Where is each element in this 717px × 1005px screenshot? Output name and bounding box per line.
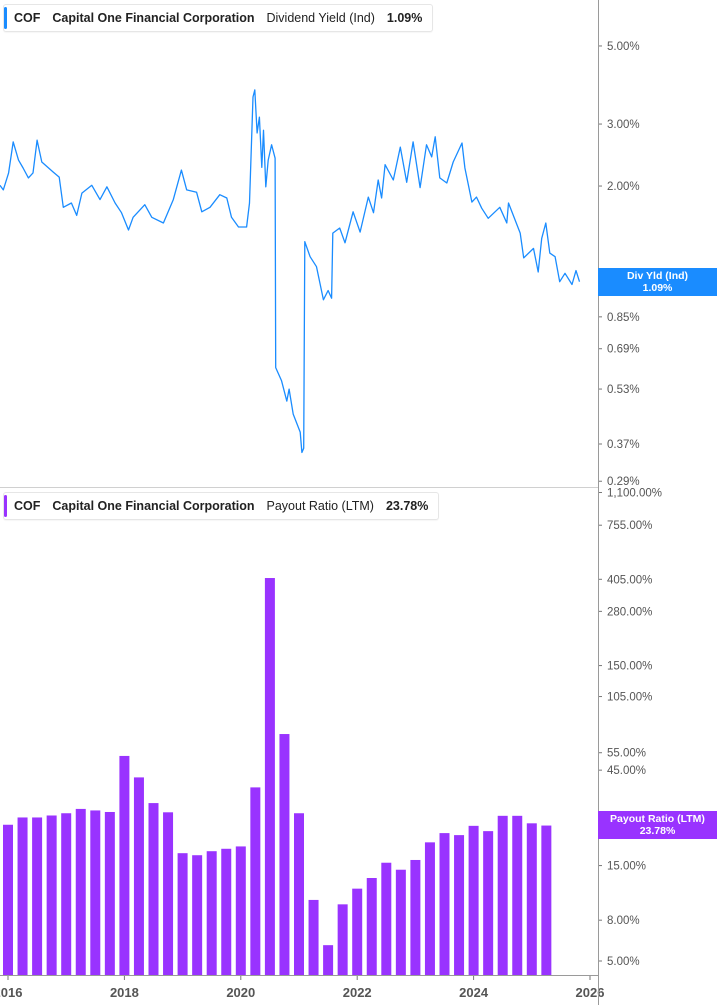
tag-label: Div Yld (Ind) [626, 270, 689, 282]
y-tick-label: 45.00% [607, 765, 646, 777]
payout-bar [104, 811, 115, 975]
y-tick-label: 105.00% [607, 692, 652, 704]
y-tick-label: 5.00% [607, 956, 640, 968]
payout-bar [410, 859, 421, 975]
payout-bar [395, 869, 406, 975]
payout-bar [75, 808, 86, 975]
bottom-legend[interactable]: COF Capital One Financial Corporation Pa… [3, 492, 440, 520]
y-tick-label: 15.00% [607, 861, 646, 873]
payout-bar [32, 817, 43, 975]
payout-bar [250, 787, 261, 975]
payout-bar [163, 812, 174, 975]
payout-bar [454, 835, 465, 975]
payout-bar [337, 904, 348, 975]
tag-label: Payout Ratio (LTM) [610, 813, 705, 825]
payout-ratio-price-tag: Payout Ratio (LTM) 23.78% [598, 811, 717, 839]
legend-ticker: COF [14, 499, 41, 513]
legend-value: 23.78% [385, 499, 429, 513]
payout-bar [148, 803, 159, 975]
payout-bar [61, 813, 72, 975]
y-tick-label: 755.00% [607, 520, 652, 532]
y-tick-label: 2.00% [607, 181, 640, 193]
payout-bar [17, 817, 28, 975]
y-tick-label: 150.00% [607, 661, 652, 673]
payout-bar [323, 945, 334, 975]
payout-bar [526, 823, 537, 975]
payout-bar [133, 777, 144, 975]
x-tick-label: 2016 [0, 985, 22, 1000]
payout-bar [221, 848, 232, 975]
tag-value: 1.09% [642, 282, 673, 294]
series-color-swatch [4, 495, 7, 517]
y-tick-label: 0.53% [607, 384, 640, 396]
dividend-yield-line [0, 89, 581, 454]
x-tick-label: 2018 [110, 985, 139, 1000]
y-tick-label: 0.29% [607, 476, 640, 488]
payout-bar [235, 846, 246, 975]
legend-company: Capital One Financial Corporation [52, 499, 255, 513]
y-tick-label: 5.00% [607, 41, 640, 53]
payout-bar [366, 878, 377, 975]
y-tick-label: 8.00% [607, 915, 640, 927]
payout-bar [308, 899, 319, 975]
payout-bar [512, 815, 523, 975]
payout-bar [206, 851, 217, 975]
y-tick-label: 55.00% [607, 748, 646, 760]
legend-metric: Dividend Yield (Ind) [266, 11, 375, 25]
y-tick-label: 0.37% [607, 439, 640, 451]
y-tick-label: 1,100.00% [607, 488, 662, 500]
payout-bar [90, 810, 101, 975]
y-tick-label: 0.85% [607, 312, 640, 324]
payout-bar [46, 815, 57, 975]
payout-bar [483, 831, 494, 975]
legend-value: 1.09% [386, 11, 423, 25]
payout-bar [177, 853, 188, 975]
payout-bar [279, 734, 290, 975]
payout-bar [192, 855, 203, 975]
y-tick-label: 3.00% [607, 119, 640, 131]
y-tick-label: 280.00% [607, 606, 652, 618]
payout-bar [264, 578, 275, 975]
x-tick-label: 2026 [576, 985, 605, 1000]
payout-bar [439, 833, 450, 975]
y-tick-label: 405.00% [607, 574, 652, 586]
dividend-yield-price-tag: Div Yld (Ind) 1.09% [598, 268, 717, 296]
legend-ticker: COF [14, 11, 41, 25]
legend-metric: Payout Ratio (LTM) [266, 499, 374, 513]
legend-company: Capital One Financial Corporation [52, 11, 255, 25]
series-color-swatch [4, 7, 7, 29]
payout-bar [381, 862, 392, 975]
payout-bar [424, 842, 435, 975]
payout-bar [497, 815, 508, 975]
payout-bar [294, 813, 304, 975]
payout-bar [119, 755, 130, 975]
payout-bar [352, 888, 363, 975]
payout-bar [3, 824, 13, 975]
x-tick-label: 2022 [343, 985, 372, 1000]
top-legend[interactable]: COF Capital One Financial Corporation Di… [3, 4, 434, 32]
payout-bar [541, 825, 552, 975]
tag-value: 23.78% [639, 825, 676, 837]
x-tick-label: 2020 [226, 985, 255, 1000]
payout-bar [468, 825, 479, 975]
y-tick-label: 0.69% [607, 344, 640, 356]
x-tick-label: 2024 [459, 985, 489, 1000]
